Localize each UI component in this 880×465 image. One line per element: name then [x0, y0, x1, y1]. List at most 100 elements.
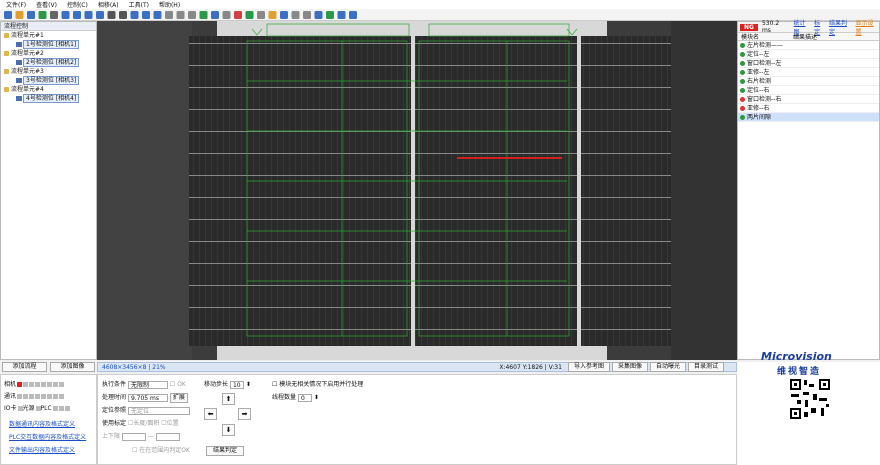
- tool-icon[interactable]: [234, 11, 242, 19]
- settings-row: 执行条件 无限制 ☐ OK: [102, 380, 186, 389]
- indicator: [52, 406, 58, 411]
- definition-link[interactable]: 文件输出内容及格式定义: [9, 447, 76, 454]
- leaf-label: 1号检测位 [相机1]: [23, 40, 80, 49]
- tool-icon[interactable]: [291, 11, 300, 19]
- image-button[interactable]: 采集图像: [611, 362, 648, 372]
- tool-icon[interactable]: [326, 11, 334, 19]
- indicator: [17, 406, 23, 411]
- label: 线程数量: [272, 394, 297, 401]
- tree-node[interactable]: 流程单元#3: [1, 67, 96, 76]
- tree-leaf[interactable]: 1号检测位 [相机1]: [1, 40, 96, 49]
- settings-row: 使用标定 ☐长度/面积 ☐位置: [102, 420, 179, 427]
- tool-icon[interactable]: [142, 11, 150, 19]
- result-row[interactable]: 右片检测: [738, 77, 879, 86]
- result-row[interactable]: 左片检测——: [738, 41, 879, 50]
- tool-icon[interactable]: [211, 11, 219, 19]
- tool-icon[interactable]: [268, 11, 277, 19]
- tool-icon[interactable]: [153, 11, 162, 19]
- module-name: 亚修--左: [747, 68, 770, 76]
- tool-icon[interactable]: [96, 11, 104, 19]
- image-button[interactable]: 导入参考图: [567, 362, 610, 372]
- tool-icon[interactable]: [349, 11, 357, 19]
- tool-icon[interactable]: [119, 11, 127, 19]
- tree-node[interactable]: 流程单元#4: [1, 85, 96, 94]
- tool-icon[interactable]: [130, 11, 139, 19]
- tool-icon[interactable]: [188, 11, 196, 19]
- tool-icon[interactable]: [176, 11, 185, 19]
- tool-icon[interactable]: [280, 11, 288, 19]
- tool-icon[interactable]: [107, 11, 116, 19]
- tool-icon[interactable]: [245, 11, 254, 19]
- tool-icon[interactable]: [199, 11, 208, 19]
- indicator: [53, 394, 59, 399]
- tree-leaf[interactable]: 4号检测位 [相机4]: [1, 94, 96, 103]
- label: 执行条件: [102, 381, 127, 388]
- tool-icon[interactable]: [61, 11, 70, 19]
- result-row[interactable]: 窗口检测--右: [738, 95, 879, 104]
- add-flow-button[interactable]: 添加流程: [2, 362, 47, 372]
- result-row[interactable]: 亚修--左: [738, 68, 879, 77]
- label: 上下限: [102, 433, 121, 440]
- result-row[interactable]: 定位--左: [738, 50, 879, 59]
- tree-leaf[interactable]: 3号检测位 [相机3]: [1, 76, 96, 85]
- tool-icon[interactable]: [15, 11, 24, 19]
- result-link[interactable]: 统计图: [793, 20, 806, 36]
- tool-icon[interactable]: [314, 11, 323, 19]
- tool-icon[interactable]: [27, 11, 35, 19]
- tool-icon[interactable]: [38, 11, 47, 19]
- down-button[interactable]: ⬇: [222, 424, 235, 436]
- io-row: 通讯: [4, 391, 65, 400]
- select[interactable]: 无定位: [127, 406, 190, 415]
- result-link[interactable]: 结果判定: [828, 20, 847, 36]
- input[interactable]: 9.705 ms: [127, 393, 168, 402]
- definition-link[interactable]: 数据通讯内容及格式定义: [9, 421, 76, 428]
- menu-item[interactable]: 相移(A): [97, 2, 119, 9]
- result-row[interactable]: 定位--右: [738, 86, 879, 95]
- process-panel: 流程控制 流程单元#1 1号检测位 [相机1] 流程单元#2 2号检测位 [相机2] 流…: [0, 21, 97, 360]
- left-button[interactable]: ⬅: [204, 408, 217, 420]
- right-button[interactable]: ➡: [238, 408, 251, 420]
- io-label: 通讯: [4, 393, 17, 400]
- result-row[interactable]: 窗口检测--左: [738, 59, 879, 68]
- tool-icon[interactable]: [50, 11, 58, 19]
- settings-row: 移动步长 10 ⬍: [204, 380, 251, 389]
- menu-item[interactable]: 帮助(H): [158, 2, 181, 9]
- tool-icon[interactable]: [303, 11, 311, 19]
- label: 长度/面积: [133, 420, 160, 427]
- result-row[interactable]: 亚修--右: [738, 104, 879, 113]
- status-badge: NG: [740, 23, 758, 31]
- tool-icon[interactable]: [337, 11, 346, 19]
- tool-icon[interactable]: [84, 11, 93, 19]
- tool-icon[interactable]: [165, 11, 173, 19]
- menu-item[interactable]: 文件(F): [6, 2, 27, 9]
- tree-leaf[interactable]: 2号检测位 [相机2]: [1, 58, 96, 67]
- judge-button[interactable]: 结果判定: [206, 446, 244, 456]
- image-button[interactable]: 目录测试: [687, 362, 724, 372]
- tree-node[interactable]: 流程单元#1: [1, 31, 96, 40]
- input[interactable]: 0: [297, 393, 312, 402]
- image-button[interactable]: 自动曝光: [649, 362, 686, 372]
- tool-icon[interactable]: [222, 11, 231, 19]
- menu-item[interactable]: 控制(C): [66, 2, 88, 9]
- menu-item[interactable]: 查看(V): [36, 2, 57, 9]
- io-panel: 相机 通讯 IO卡 光源 PLC 数据通讯内容及格式定义 PLC交互数据内容及格式定义 文件输…: [0, 374, 97, 465]
- add-image-button[interactable]: 添加图像: [50, 362, 95, 372]
- leaf-label: 3号检测位 [相机3]: [23, 76, 80, 85]
- tree-node[interactable]: 流程单元#2: [1, 49, 96, 58]
- tool-icon[interactable]: [257, 11, 265, 19]
- result-row[interactable]: 两片间隙: [738, 113, 879, 122]
- expand-button[interactable]: 扩展: [169, 393, 188, 403]
- definition-link[interactable]: PLC交互数据内容及格式定义: [9, 434, 87, 441]
- result-link[interactable]: 显示设置: [855, 20, 874, 36]
- tool-icon[interactable]: [4, 11, 12, 19]
- input[interactable]: 10: [229, 380, 244, 389]
- result-link[interactable]: 标定: [814, 20, 821, 36]
- tool-icon[interactable]: [73, 11, 81, 19]
- menu-item[interactable]: 工具(T): [128, 2, 149, 9]
- label: —: [147, 433, 154, 440]
- up-button[interactable]: ⬆: [222, 393, 235, 405]
- select[interactable]: 无限制: [127, 380, 168, 389]
- io-row: 相机: [4, 379, 65, 388]
- indicator: [53, 382, 59, 387]
